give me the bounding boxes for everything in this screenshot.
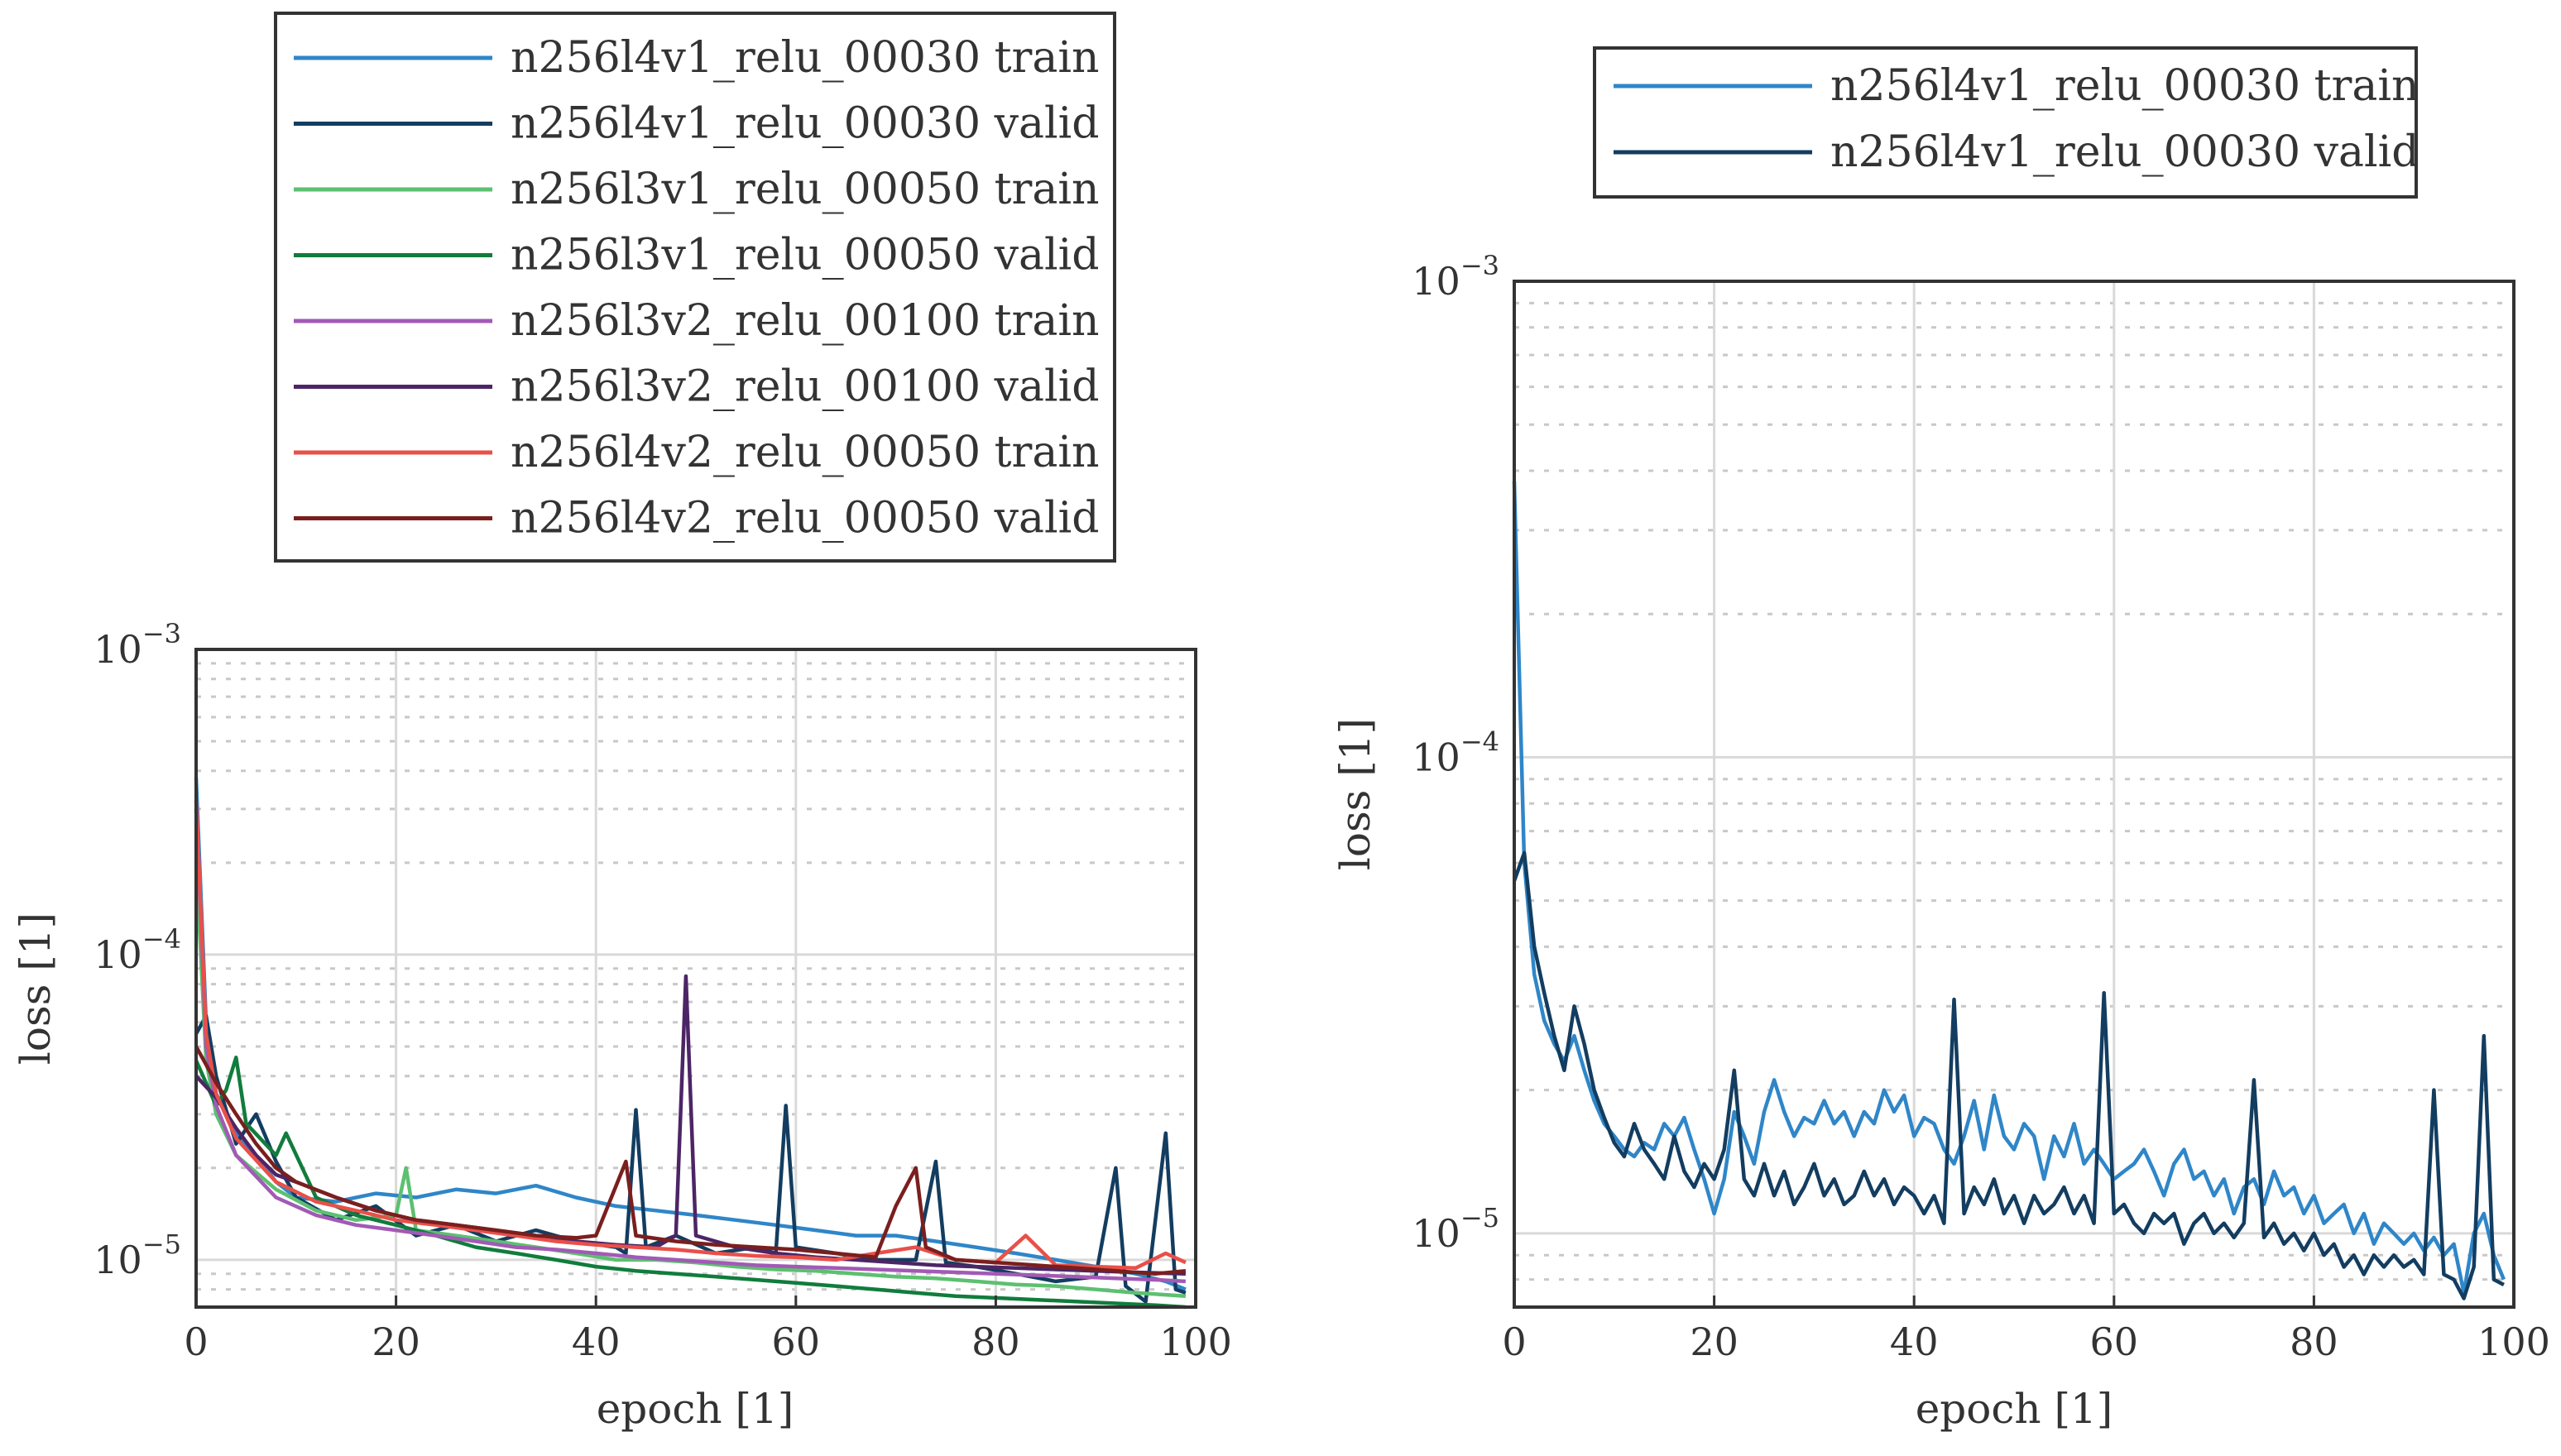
legend-left-label-3: n256l3v1_relu_00050 valid [511,231,1100,280]
chart-left-xtick-label: 20 [372,1320,420,1364]
chart-left-xtick-label: 100 [1159,1320,1232,1364]
legend-left-label-1: n256l4v1_relu_00030 valid [511,99,1100,149]
chart-left-xtick-label: 0 [184,1320,208,1364]
chart-right-ylabel: loss [1] [1331,718,1379,870]
chart-left-ytick-label: 10−3 [94,618,181,672]
chart-right-frame [1513,280,2515,1309]
legend-left-label-7: n256l4v2_relu_00050 valid [511,494,1100,544]
chart-left-series-line-4 [194,808,1187,1284]
chart-right-xtick-label: 60 [2090,1320,2139,1364]
legend-left-label-2: n256l3v1_relu_00050 train [511,165,1100,214]
chart-right-series-line-1 [1512,850,2505,1300]
chart-right-xlabel: epoch [1] [1916,1385,2113,1433]
chart-left-xlabel: epoch [1] [597,1385,794,1433]
chart-left-ytick-label: 10−4 [94,923,181,977]
chart-left-ylabel: loss [1] [12,912,60,1065]
chart-right-xtick-label: 20 [1690,1320,1739,1364]
chart-right-ytick-label: 10−5 [1412,1202,1499,1256]
legend-left: n256l4v1_relu_00030 train n256l4v1_relu_0… [274,12,1116,563]
chart-left-xtick-label: 60 [772,1320,821,1364]
chart-left-series-line-7 [194,1045,1187,1276]
chart-left: 0 20 40 60 80 100 10−5 10−4 10−3 epoch [1] loss … [12,618,1232,1433]
legend-left-label-4: n256l3v2_relu_00100 train [511,296,1100,346]
legend-right-label-1: n256l4v1_relu_00030 valid [1830,127,2420,177]
chart-right-xtick-label: 40 [1890,1320,1939,1364]
legend-right-label-0: n256l4v1_relu_00030 train [1830,61,2420,111]
chart-left-series-line-2 [194,862,1187,1299]
chart-left-series-line-0 [194,777,1187,1291]
chart-left-series-line-6 [194,800,1187,1271]
legend-right-box [1593,46,2418,199]
chart-right-series-line-0 [1512,481,2506,1296]
chart-left-xtick-label: 80 [971,1320,1020,1364]
chart-right: 0 20 40 60 80 100 10−5 10−4 10−3 epoch [1] loss … [1331,250,2550,1433]
chart-right-xtick-label: 100 [2477,1320,2550,1364]
chart-right-xtick-label: 80 [2290,1320,2338,1364]
chart-left-xtick-label: 40 [572,1320,621,1364]
chart-left-series-line-3 [194,1056,1187,1310]
chart-right-xtick-label: 0 [1502,1320,1526,1364]
chart-left-series-line-5 [194,974,1186,1276]
chart-right-ytick-label: 10−4 [1412,726,1499,779]
legend-left-label-5: n256l3v2_relu_00100 valid [511,362,1100,412]
legend-right: n256l4v1_relu_00030 train n256l4v1_relu_0… [1593,46,2420,199]
legend-left-label-0: n256l4v1_relu_00030 train [511,33,1100,83]
legend-left-label-6: n256l4v2_relu_00050 train [511,428,1100,477]
chart-right-ytick-label: 10−3 [1412,250,1499,304]
chart-left-ytick-label: 10−5 [94,1228,181,1282]
legend-left-box [274,12,1116,563]
chart-left-frame [194,648,1197,1309]
